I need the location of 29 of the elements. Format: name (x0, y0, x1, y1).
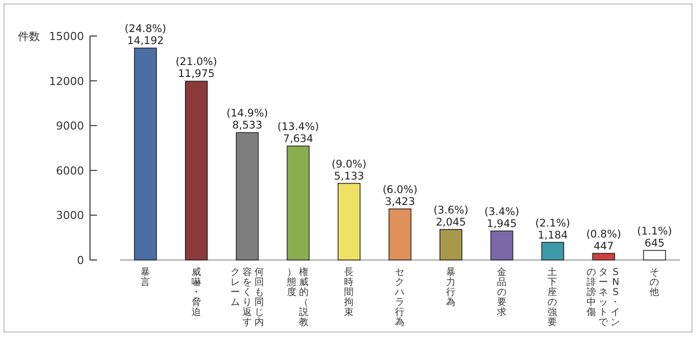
data-label: (24.8%) 14,192 (124, 23, 166, 48)
y-tick-label: 0 (77, 254, 84, 267)
data-label: (1.1%) 645 (637, 225, 672, 250)
y-tick-label: 3000 (56, 209, 84, 222)
data-label: (13.4%) 7,634 (277, 121, 319, 145)
data-label: (3.6%) 2,045 (433, 204, 468, 228)
y-axis-title: 件数 (18, 30, 40, 43)
data-label: (3.4%) 1,945 (484, 206, 520, 230)
data-label: (14.9%) 8,533 (226, 108, 268, 132)
x-tick-label: 土下座の強要 (548, 267, 558, 328)
data-label: (6.0%) 3,423 (382, 184, 418, 208)
x-tick-label: 暴力行為 (446, 267, 456, 308)
category-label: 権威的（説教）態度 (287, 267, 310, 328)
x-tick-label: 暴言 (140, 267, 150, 288)
x-tick-label: セクハラ行為 (395, 267, 405, 328)
x-tick-label: 威嚇・脅迫 (191, 267, 202, 318)
data-label: (2.1%) 1,184 (535, 217, 570, 242)
category-label: 何回も同じ内容をくり返すクレーム (230, 267, 264, 328)
category-label: SNS・インターネットでの誹謗中傷 (586, 267, 621, 328)
x-tick-label: 長時間拘束 (344, 267, 354, 318)
x-tick-label: 金品の要求 (496, 267, 507, 318)
y-tick-label: 6000 (56, 164, 84, 178)
y-tick-label: 9000 (56, 120, 84, 133)
y-tick-label: 12000 (49, 74, 84, 88)
y-tick-label: 15000 (49, 30, 84, 43)
data-label: (0.8%) 447 (586, 228, 622, 252)
data-label: (21.0%) 11,975 (176, 56, 218, 80)
x-tick-label: その他 (650, 267, 660, 298)
data-label: (9.0%) 5,133 (332, 158, 367, 182)
